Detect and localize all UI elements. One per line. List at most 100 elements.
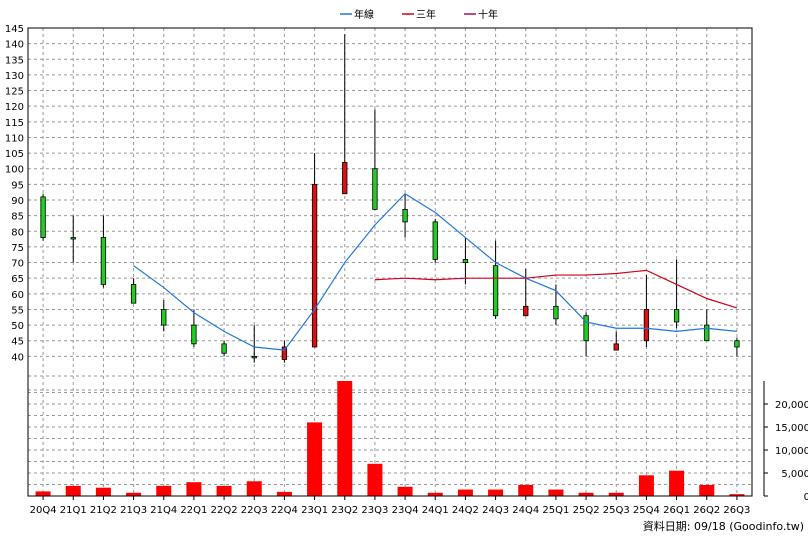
x-tick-label: 23Q3 xyxy=(361,505,388,516)
price-tick-label: 140 xyxy=(5,40,24,51)
candle-body xyxy=(191,324,197,345)
price-tick-label: 145 xyxy=(5,24,24,35)
x-tick-label: 25Q2 xyxy=(573,505,600,516)
candle xyxy=(70,215,76,263)
candle-body xyxy=(281,346,288,360)
x-tick-label: 22Q3 xyxy=(241,505,268,516)
x-tick-label: 23Q1 xyxy=(301,505,328,516)
volume-bar xyxy=(337,381,353,496)
price-tick-label: 70 xyxy=(11,259,24,270)
price-tick-label: 110 xyxy=(5,133,24,144)
volume-panel xyxy=(35,381,745,496)
volume-bar xyxy=(307,422,323,496)
candle-body xyxy=(70,237,76,240)
volume-bar xyxy=(578,492,594,496)
candle xyxy=(673,259,680,329)
price-tick-label: 130 xyxy=(5,71,24,82)
x-tick-label: 26Q1 xyxy=(663,505,690,516)
axes: 40 45 50 55 60 65 70 75 80 85 90 95 100 105 110 115 120 1… xyxy=(5,24,808,516)
candle xyxy=(130,278,137,304)
volume-bar xyxy=(457,489,473,496)
x-tick-label: 22Q4 xyxy=(271,505,298,516)
x-tick-label: 25Q1 xyxy=(542,505,569,516)
volume-tick-label: 15,000 xyxy=(775,423,808,434)
data-date: 資料日期: 09/18 xyxy=(642,520,726,533)
volume-bar xyxy=(699,484,715,496)
volume-bar xyxy=(65,485,81,496)
candle-body xyxy=(492,265,499,317)
plot-frame xyxy=(27,27,753,497)
x-tick-label: 24Q3 xyxy=(482,505,509,516)
price-tick-label: 100 xyxy=(5,165,24,176)
ma-line xyxy=(374,269,738,309)
price-tick-label: 50 xyxy=(11,321,24,332)
price-tick-label: 105 xyxy=(5,149,24,160)
volume-bar xyxy=(638,475,654,496)
volume-bar xyxy=(126,492,142,496)
candle xyxy=(281,340,288,363)
volume-bar xyxy=(608,492,624,496)
x-tick-label: 21Q3 xyxy=(120,505,147,516)
volume-tick-label: 0 xyxy=(804,492,808,503)
x-tick-label: 21Q2 xyxy=(90,505,117,516)
candle-body xyxy=(130,284,137,304)
x-tick-label: 24Q4 xyxy=(512,505,539,516)
x-tick-label: 23Q4 xyxy=(392,505,419,516)
price-tick-label: 60 xyxy=(11,290,24,301)
legend-label: 十年 xyxy=(478,8,498,21)
volume-tick-label: 10,000 xyxy=(775,446,808,457)
candle-body xyxy=(311,183,318,348)
volume-bar xyxy=(216,485,232,496)
volume-bar xyxy=(35,491,51,496)
candle-body xyxy=(704,324,710,342)
x-tick-label: 23Q2 xyxy=(331,505,358,516)
volume-bar xyxy=(246,481,262,496)
volume-bar xyxy=(397,486,413,496)
candle xyxy=(492,240,499,319)
candle-body xyxy=(100,237,107,285)
candle xyxy=(643,275,650,347)
candle-body xyxy=(734,340,740,348)
volume-bar xyxy=(729,494,745,496)
price-tick-label: 90 xyxy=(11,196,24,207)
volume-bar xyxy=(488,489,504,496)
x-tick-label: 24Q2 xyxy=(452,505,479,516)
moving-average-lines xyxy=(133,192,738,351)
x-tick-label: 26Q3 xyxy=(723,505,750,516)
candle xyxy=(523,268,529,317)
volume-bar xyxy=(427,492,443,496)
candle-body xyxy=(583,315,589,342)
candle-body xyxy=(523,305,529,317)
candle xyxy=(402,193,408,238)
price-tick-label: 55 xyxy=(11,305,24,316)
volume-bar xyxy=(548,489,564,496)
volume-bar xyxy=(156,485,172,496)
price-tick-label: 40 xyxy=(11,352,24,363)
x-tick-label: 21Q1 xyxy=(60,505,87,516)
x-tick-label: 22Q2 xyxy=(211,505,238,516)
candle-body xyxy=(161,309,167,326)
candle xyxy=(221,340,227,357)
candle-body xyxy=(613,343,619,351)
volume-bar xyxy=(186,482,202,496)
price-tick-label: 125 xyxy=(5,87,24,98)
candle-body xyxy=(251,355,257,359)
x-tick-label: 24Q1 xyxy=(422,505,449,516)
price-tick-label: 65 xyxy=(11,274,24,285)
candle-body xyxy=(643,309,650,342)
volume-bar xyxy=(276,491,292,496)
candle-body xyxy=(221,343,227,354)
legend-label: 三年 xyxy=(416,8,436,21)
volume-tick-label: 5,000 xyxy=(781,469,808,480)
candle-body xyxy=(462,259,469,263)
candle-body xyxy=(432,221,438,260)
candle-body xyxy=(342,162,348,195)
grid xyxy=(28,27,752,496)
candle-body xyxy=(402,208,408,223)
x-tick-label: 21Q4 xyxy=(150,505,177,516)
candle xyxy=(372,109,378,210)
ma-line xyxy=(133,192,737,351)
price-tick-label: 135 xyxy=(5,55,24,66)
data-source: (Goodinfo.tw) xyxy=(729,520,804,533)
